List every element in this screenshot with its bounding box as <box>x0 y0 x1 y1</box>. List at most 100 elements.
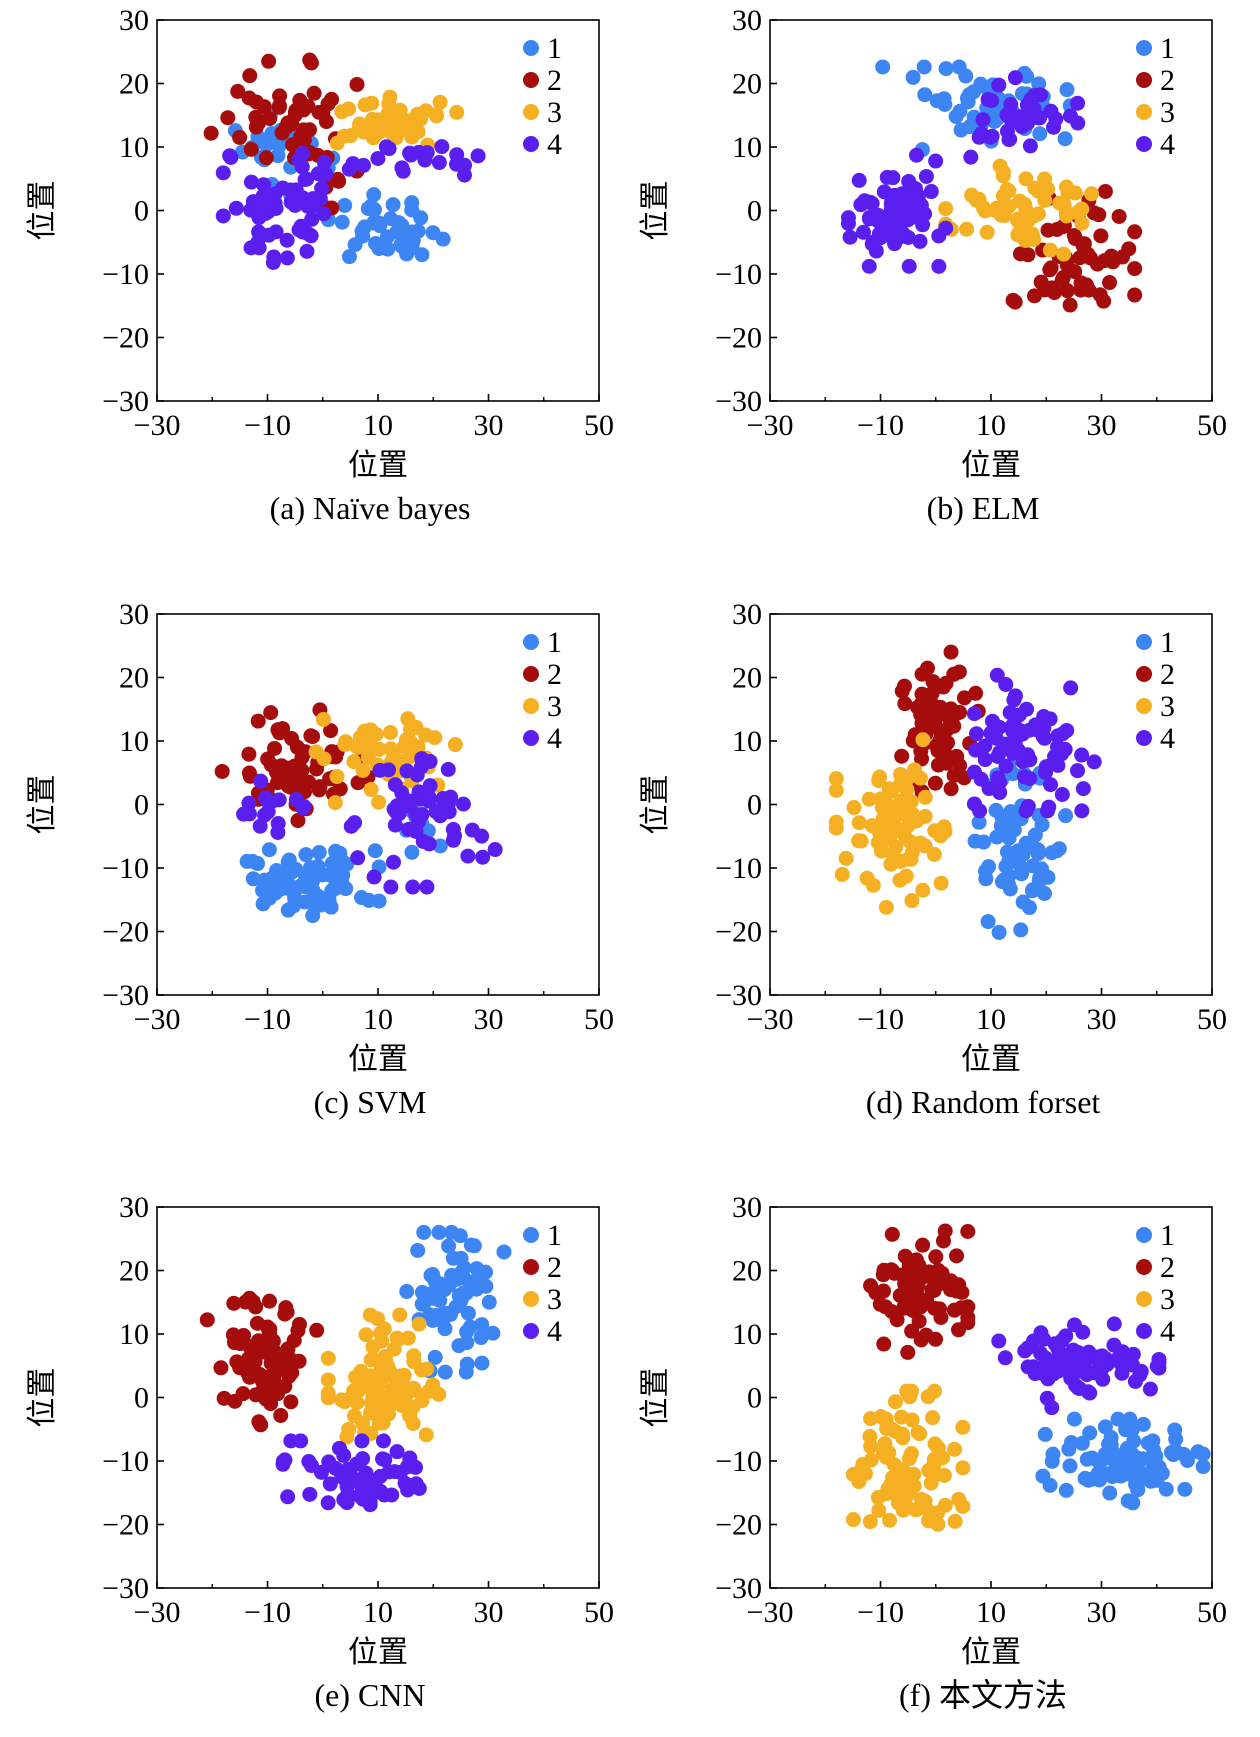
points-group <box>828 644 1102 940</box>
scatter-point-series-2 <box>268 764 284 780</box>
scatter-point-series-2 <box>894 748 910 764</box>
scatter-point-series-4 <box>474 828 490 844</box>
scatter-point-series-2 <box>243 141 259 157</box>
scatter-point-series-1 <box>1045 1446 1061 1462</box>
scatter-point-series-2 <box>930 1271 946 1287</box>
scatter-point-series-3 <box>859 870 875 886</box>
scatter-point-series-4 <box>1050 728 1066 744</box>
scatter-point-series-2 <box>241 765 257 781</box>
scatter-point-series-1 <box>917 87 933 103</box>
scatter-point-series-4 <box>431 155 447 171</box>
y-tick-label: 0 <box>747 195 762 228</box>
scatter-point-series-3 <box>845 1512 861 1528</box>
scatter-point-series-3 <box>938 201 954 217</box>
scatter-point-series-4 <box>387 777 403 793</box>
scatter-point-series-2 <box>1127 261 1143 277</box>
y-tick-label: 30 <box>732 4 762 37</box>
scatter-point-series-1 <box>991 924 1007 940</box>
legend-label-1: 1 <box>547 626 562 659</box>
scatter-point-series-3 <box>346 1408 362 1424</box>
scatter-point-series-2 <box>907 1295 923 1311</box>
scatter-point-series-4 <box>980 92 996 108</box>
legend-marker-3 <box>1136 104 1152 120</box>
scatter-point-series-1 <box>973 76 989 92</box>
scatter-point-series-4 <box>339 1464 355 1480</box>
y-axis-title: 位置 <box>638 1368 673 1428</box>
scatter-point-series-2 <box>1046 285 1062 301</box>
legend-marker-1 <box>1136 1227 1152 1243</box>
scatter-point-series-2 <box>312 779 328 795</box>
scatter-point-series-4 <box>966 706 982 722</box>
y-tick-label: −20 <box>715 322 762 355</box>
scatter-point-series-1 <box>1108 1458 1124 1474</box>
scatter-point-series-4 <box>1142 1381 1158 1397</box>
scatter-point-series-1 <box>366 215 382 231</box>
scatter-point-series-3 <box>341 101 357 117</box>
panel-caption: (b) ELM <box>927 490 1040 526</box>
scatter-point-series-1 <box>245 871 261 887</box>
scatter-point-series-3 <box>995 164 1011 180</box>
scatter-point-series-4 <box>842 229 858 245</box>
scatter-point-series-3 <box>920 1389 936 1405</box>
x-axis-title: 位置 <box>348 448 408 483</box>
legend-label-2: 2 <box>1160 658 1175 691</box>
y-tick-label: 0 <box>134 789 149 822</box>
scatter-point-series-3 <box>887 1394 903 1410</box>
scatter-point-series-3 <box>376 1321 392 1337</box>
scatter-point-series-1 <box>1145 1433 1161 1449</box>
scatter-point-series-3 <box>904 1412 920 1428</box>
scatter-point-series-4 <box>887 223 903 239</box>
scatter-point-series-4 <box>1019 701 1035 717</box>
scatter-point-series-2 <box>919 1292 935 1308</box>
scatter-point-series-3 <box>876 825 892 841</box>
y-tick-label: −30 <box>715 385 762 418</box>
scatter-point-series-3 <box>933 875 949 891</box>
scatter-point-series-1 <box>1135 1451 1151 1467</box>
scatter-point-series-4 <box>341 161 357 177</box>
points-group <box>845 1223 1211 1532</box>
scatter-point-series-4 <box>299 243 315 259</box>
scatter-point-series-4 <box>266 249 282 265</box>
scatter-point-series-3 <box>862 1428 878 1444</box>
scatter-point-series-1 <box>354 223 370 239</box>
scatter-point-series-2 <box>261 53 277 69</box>
scatter-point-series-1 <box>310 858 326 874</box>
y-tick-label: −30 <box>102 1572 149 1605</box>
y-tick-label: 10 <box>732 725 762 758</box>
x-axis-title: 位置 <box>961 448 1021 483</box>
scatter-point-series-3 <box>414 1393 430 1409</box>
scatter-point-series-2 <box>247 1365 263 1381</box>
x-tick-label: −30 <box>747 409 794 442</box>
scatter-point-series-2 <box>911 1313 927 1329</box>
scatter-point-series-3 <box>915 732 931 748</box>
scatter-point-series-4 <box>1022 771 1038 787</box>
x-tick-label: 30 <box>1087 1596 1117 1629</box>
y-tick-label: −10 <box>102 1445 149 1478</box>
scatter-point-series-1 <box>916 59 932 75</box>
scatter-point-series-3 <box>329 135 345 151</box>
legend-label-3: 3 <box>547 690 562 723</box>
legend-label-4: 4 <box>1160 1315 1175 1348</box>
scatter-point-series-1 <box>1058 1482 1074 1498</box>
scatter-point-series-4 <box>918 168 934 184</box>
scatter-point-series-2 <box>900 1344 916 1360</box>
scatter-point-series-3 <box>995 188 1011 204</box>
scatter-point-series-2 <box>1097 253 1113 269</box>
scatter-point-series-3 <box>926 846 942 862</box>
x-tick-label: 30 <box>1087 1003 1117 1036</box>
scatter-point-series-4 <box>215 208 231 224</box>
scatter-point-series-1 <box>305 908 321 924</box>
scatter-point-series-4 <box>1075 781 1091 797</box>
scatter-point-series-2 <box>263 705 279 721</box>
scatter-point-series-2 <box>277 1378 293 1394</box>
scatter-point-series-1 <box>875 59 891 75</box>
legend-marker-3 <box>1136 698 1152 714</box>
y-tick-label: −10 <box>102 852 149 885</box>
y-tick-label: −30 <box>102 979 149 1012</box>
scatter-point-series-2 <box>960 1224 976 1240</box>
scatter-point-series-4 <box>907 181 923 197</box>
